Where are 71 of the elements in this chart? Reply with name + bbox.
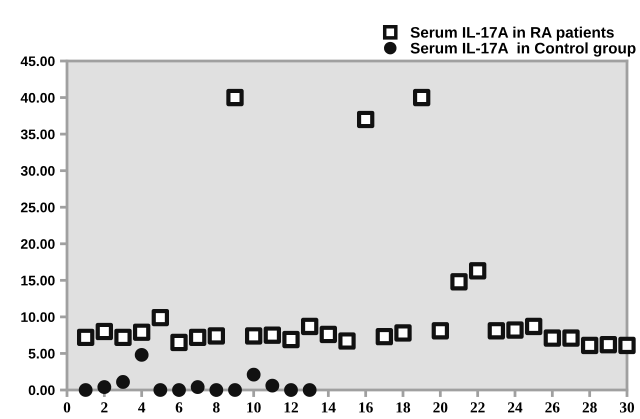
x-tick-label: 0 bbox=[64, 402, 70, 413]
x-tick-label: 4 bbox=[138, 402, 146, 412]
point bbox=[170, 334, 188, 352]
y-tick-label: 35.00 bbox=[20, 129, 55, 140]
point bbox=[78, 383, 93, 397]
point bbox=[302, 383, 317, 397]
point bbox=[116, 375, 130, 389]
point bbox=[394, 324, 412, 342]
point bbox=[432, 322, 450, 340]
point bbox=[600, 336, 618, 354]
y-tick-label: 45.00 bbox=[20, 56, 55, 66]
point bbox=[226, 88, 244, 106]
point bbox=[544, 329, 562, 347]
point bbox=[376, 328, 394, 346]
x-tick-label: 28 bbox=[582, 402, 597, 413]
x-tick-label: 22 bbox=[470, 402, 485, 412]
point bbox=[284, 383, 298, 397]
point bbox=[114, 328, 132, 346]
y-tick-label: 40.00 bbox=[20, 92, 55, 103]
x-tick-label: 20 bbox=[433, 402, 448, 413]
point bbox=[132, 324, 150, 341]
point bbox=[580, 336, 598, 354]
legend-label: Serum IL-17A in Control group bbox=[410, 42, 636, 57]
point bbox=[172, 383, 186, 397]
point bbox=[300, 318, 318, 336]
x-tick-label: 30 bbox=[620, 402, 634, 413]
x-tick-label: 16 bbox=[359, 402, 373, 413]
point bbox=[97, 380, 112, 394]
point bbox=[356, 110, 374, 128]
point bbox=[450, 273, 468, 290]
point bbox=[412, 88, 430, 106]
point bbox=[524, 318, 542, 336]
y-tick-label: 15.00 bbox=[21, 276, 55, 286]
point bbox=[96, 322, 114, 340]
x-tick-label: 18 bbox=[396, 402, 410, 413]
x-tick-label: 26 bbox=[545, 402, 560, 413]
point bbox=[152, 308, 170, 326]
point bbox=[208, 327, 226, 345]
point bbox=[209, 383, 224, 397]
y-tick-label: 25.00 bbox=[20, 202, 55, 212]
x-tick-label: 10 bbox=[247, 402, 261, 413]
x-tick-label: 14 bbox=[322, 402, 336, 412]
point bbox=[618, 336, 636, 354]
point bbox=[244, 327, 262, 345]
point bbox=[76, 328, 94, 346]
point bbox=[282, 330, 300, 348]
point bbox=[134, 348, 149, 362]
y-tick-label: 5.00 bbox=[28, 348, 55, 359]
point bbox=[506, 321, 524, 339]
point bbox=[468, 262, 486, 280]
y-tick-label: 0.00 bbox=[28, 385, 55, 396]
x-tick-label: 12 bbox=[284, 402, 298, 412]
point bbox=[338, 332, 356, 350]
point bbox=[153, 383, 168, 397]
point bbox=[188, 328, 206, 346]
point bbox=[265, 378, 280, 393]
y-tick-label: 20.00 bbox=[20, 239, 55, 249]
y-tick-label: 30.00 bbox=[20, 166, 55, 176]
y-tick-label: 10.00 bbox=[21, 312, 55, 322]
x-tick-label: 8 bbox=[213, 402, 220, 413]
legend-label: Serum IL-17A in RA patients bbox=[410, 26, 614, 41]
x-tick-label: 24 bbox=[508, 402, 522, 412]
x-tick-label: 2 bbox=[101, 402, 108, 412]
point bbox=[320, 326, 338, 344]
point bbox=[562, 329, 580, 347]
point bbox=[190, 380, 205, 394]
x-tick-label: 6 bbox=[176, 402, 182, 413]
point bbox=[488, 322, 506, 340]
point bbox=[246, 368, 261, 382]
point bbox=[228, 383, 242, 397]
point bbox=[264, 326, 282, 344]
